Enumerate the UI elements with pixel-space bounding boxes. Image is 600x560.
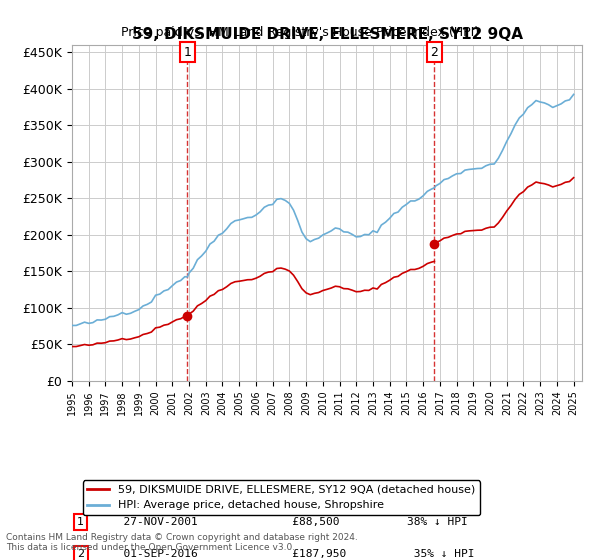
Text: Price paid vs. HM Land Registry's House Price Index (HPI): Price paid vs. HM Land Registry's House … <box>121 26 479 39</box>
Text: 1: 1 <box>184 45 191 59</box>
Text: 01-SEP-2016              £187,950          35% ↓ HPI: 01-SEP-2016 £187,950 35% ↓ HPI <box>110 549 475 559</box>
Text: This data is licensed under the Open Government Licence v3.0.: This data is licensed under the Open Gov… <box>6 543 295 552</box>
Title: 59, DIKSMUIDE DRIVE, ELLESMERE, SY12 9QA: 59, DIKSMUIDE DRIVE, ELLESMERE, SY12 9QA <box>131 27 523 42</box>
Text: 1: 1 <box>77 517 84 527</box>
Text: Contains HM Land Registry data © Crown copyright and database right 2024.: Contains HM Land Registry data © Crown c… <box>6 533 358 543</box>
Text: 2: 2 <box>430 45 438 59</box>
Text: 2: 2 <box>77 549 84 559</box>
Legend: 59, DIKSMUIDE DRIVE, ELLESMERE, SY12 9QA (detached house), HPI: Average price, d: 59, DIKSMUIDE DRIVE, ELLESMERE, SY12 9QA… <box>83 480 480 515</box>
Text: 27-NOV-2001              £88,500          38% ↓ HPI: 27-NOV-2001 £88,500 38% ↓ HPI <box>110 517 468 527</box>
